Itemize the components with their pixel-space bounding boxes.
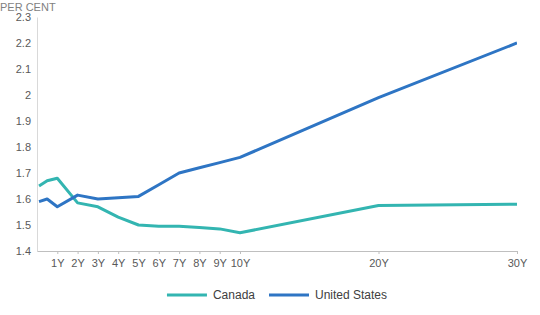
x-tick-mark [240,251,241,254]
x-tick-label: 6Y [153,257,167,269]
x-tick: 1Y [51,251,65,269]
x-tick-mark [57,251,58,254]
x-tick-label: 3Y [92,257,106,269]
x-tick-mark [78,251,79,254]
x-tick: 20Y [369,251,389,269]
y-axis-line [37,18,38,252]
x-tick: 30Y [508,251,528,269]
x-tick: 3Y [92,251,106,269]
y-tick: 1.9 [16,115,37,127]
x-tick-mark [517,251,518,254]
legend-swatch [167,294,207,297]
series-line [39,43,517,207]
y-tick-label: 1.7 [16,167,31,179]
x-tick-label: 7Y [173,257,187,269]
x-tick: 8Y [193,251,207,269]
y-tick-label: 2.1 [16,63,31,75]
x-tick: 9Y [213,251,227,269]
y-tick-label: 2.2 [16,37,31,49]
x-tick-label: 30Y [508,257,528,269]
x-tick-label: 2Y [71,257,85,269]
x-tick-label: 20Y [369,257,389,269]
x-tick-mark [199,251,200,254]
x-tick-mark [139,251,140,254]
y-tick-label: 1.4 [16,245,31,257]
legend-label: United States [315,288,387,302]
x-axis: 1Y 2Y 3Y 4Y 5Y 6Y 7Y 8Y 9Y 10Y 20Y 30Y [38,251,528,269]
x-tick-label: 10Y [231,257,251,269]
y-tick: 1.6 [16,193,37,205]
legend-swatch [269,294,309,297]
x-tick-mark [220,251,221,254]
y-tick: 2.1 [16,63,37,75]
x-tick: 7Y [173,251,187,269]
legend: Canada United States [167,288,387,302]
x-axis-line [38,251,518,252]
x-tick-mark [159,251,160,254]
y-tick: 1.5 [16,219,37,231]
x-tick: 5Y [132,251,146,269]
x-tick-label: 8Y [193,257,207,269]
x-tick: 6Y [153,251,167,269]
x-tick: 2Y [71,251,85,269]
x-tick-mark [179,251,180,254]
series-line [39,178,517,233]
x-tick-label: 1Y [51,257,65,269]
x-tick-label: 5Y [132,257,146,269]
x-tick-label: 4Y [112,257,126,269]
y-tick-label: 1.8 [16,141,31,153]
y-tick: 2 [25,89,37,101]
y-tick: 1.4 [16,245,37,257]
y-tick: 1.7 [16,167,37,179]
legend-item: United States [269,288,387,302]
lines [39,43,517,233]
y-tick-label: 2 [25,89,31,101]
x-tick-mark [379,251,380,254]
y-tick: 1.8 [16,141,37,153]
legend-item: Canada [167,288,255,302]
x-tick-label: 9Y [213,257,227,269]
y-tick-label: 2.3 [16,11,31,23]
x-tick: 10Y [231,251,251,269]
legend-label: Canada [213,288,255,302]
chart: PER CENT1.41.51.61.71.81.922.12.22.31Y2Y… [0,0,540,315]
y-tick: 2.2 [16,37,37,49]
y-tick-label: 1.5 [16,219,31,231]
x-tick-mark [118,251,119,254]
y-tick-label: 1.6 [16,193,31,205]
y-axis: 1.4 1.5 1.6 1.7 1.8 1.9 2 2.1 2.2 2.3 [16,11,38,257]
y-tick: 2.3 [16,11,37,23]
x-tick-mark [98,251,99,254]
y-tick-label: 1.9 [16,115,31,127]
x-tick: 4Y [112,251,126,269]
